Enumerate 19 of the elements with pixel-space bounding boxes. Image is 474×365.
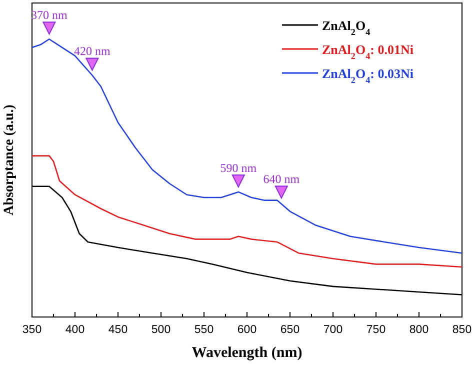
x-tick-label: 450: [108, 324, 128, 336]
legend-label: ZnAl$_{2}$O$_{4}$: 0.03Ni: [322, 66, 414, 85]
x-tick-label: 350: [22, 324, 42, 336]
x-tick-label: 700: [323, 324, 343, 336]
x-tick-label: 550: [194, 324, 214, 336]
x-tick-label: 400: [65, 324, 85, 336]
legend-label: ZnAl$_{2}$O$_{4}$: 0.01Ni: [322, 42, 414, 61]
x-tick-label: 850: [452, 324, 472, 336]
x-tick-label: 800: [409, 324, 429, 336]
x-axis-title: Wavelength (nm): [192, 345, 302, 361]
x-tick-label: 650: [280, 324, 300, 336]
annotation: 590 nm: [220, 160, 258, 175]
annotation: 640 nm: [263, 172, 300, 186]
x-tick-label: 750: [366, 324, 386, 336]
y-axis-title: Absorptance (a.u.): [2, 104, 17, 216]
x-tick-label: 500: [151, 324, 171, 336]
legend-label: ZnAl$_{2}$O$_{4}$: [322, 18, 371, 37]
annotation: 420 nm: [74, 44, 112, 58]
x-tick-label: 600: [237, 324, 257, 336]
